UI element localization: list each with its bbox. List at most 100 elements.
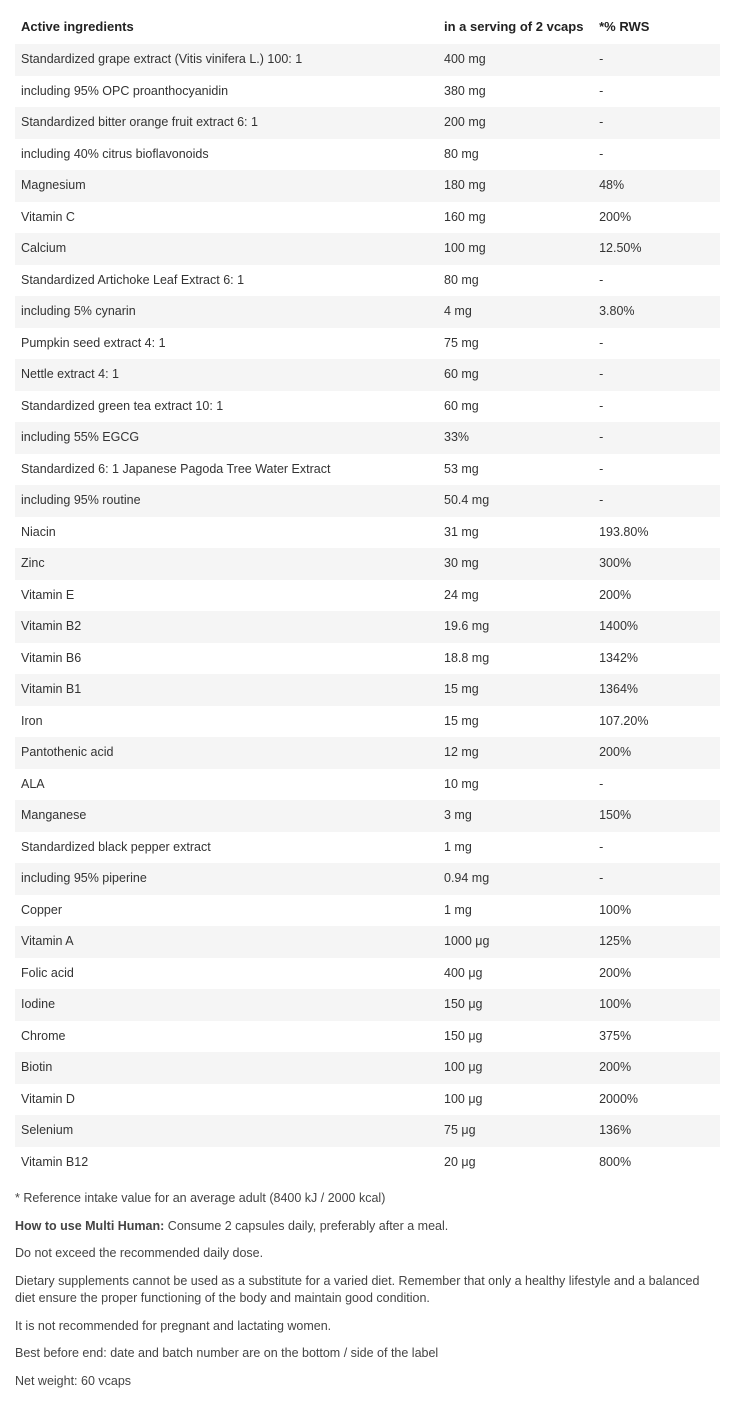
net-weight: Net weight: 60 vcaps [15,1373,720,1391]
table-row: Zinc30 mg300% [15,548,720,580]
ingredient-serving: 15 mg [438,674,593,706]
ingredient-rws: 200% [593,202,720,234]
ingredient-name: Folic acid [15,958,438,990]
ingredient-serving: 60 mg [438,359,593,391]
table-row: Standardized bitter orange fruit extract… [15,107,720,139]
table-row: including 95% piperine0.94 mg- [15,863,720,895]
ingredient-name: Vitamin C [15,202,438,234]
table-row: Nettle extract 4: 160 mg- [15,359,720,391]
table-row: including 40% citrus bioflavonoids80 mg- [15,139,720,171]
ingredient-rws: - [593,391,720,423]
reference-footnote: * Reference intake value for an average … [15,1190,720,1208]
dose-warning: Do not exceed the recommended daily dose… [15,1245,720,1263]
ingredient-name: Vitamin B12 [15,1147,438,1179]
ingredient-rws: 1400% [593,611,720,643]
ingredient-rws: - [593,359,720,391]
ingredient-serving: 75 mg [438,328,593,360]
ingredient-name: Magnesium [15,170,438,202]
ingredient-name: Standardized Artichoke Leaf Extract 6: 1 [15,265,438,297]
table-row: Standardized Artichoke Leaf Extract 6: 1… [15,265,720,297]
ingredient-name: including 95% piperine [15,863,438,895]
ingredient-serving: 180 mg [438,170,593,202]
ingredient-rws: - [593,139,720,171]
ingredient-serving: 3 mg [438,800,593,832]
ingredient-serving: 80 mg [438,139,593,171]
ingredient-name: including 55% EGCG [15,422,438,454]
table-row: Manganese3 mg150% [15,800,720,832]
ingredient-serving: 80 mg [438,265,593,297]
ingredient-serving: 10 mg [438,769,593,801]
ingredient-serving: 150 μg [438,989,593,1021]
ingredients-table: Active ingredients in a serving of 2 vca… [15,10,720,1178]
ingredient-name: Niacin [15,517,438,549]
ingredient-rws: - [593,769,720,801]
how-to-use: How to use Multi Human: Consume 2 capsul… [15,1218,720,1236]
table-row: including 95% OPC proanthocyanidin380 mg… [15,76,720,108]
ingredient-name: Standardized 6: 1 Japanese Pagoda Tree W… [15,454,438,486]
table-row: Copper1 mg100% [15,895,720,927]
ingredient-name: Standardized bitter orange fruit extract… [15,107,438,139]
ingredient-name: Copper [15,895,438,927]
ingredient-name: Vitamin A [15,926,438,958]
ingredient-rws: - [593,107,720,139]
ingredient-rws: 48% [593,170,720,202]
ingredient-serving: 20 μg [438,1147,593,1179]
table-row: Iron15 mg107.20% [15,706,720,738]
table-row: including 5% cynarin4 mg3.80% [15,296,720,328]
ingredient-rws: - [593,76,720,108]
ingredient-rws: 150% [593,800,720,832]
table-row: Standardized 6: 1 Japanese Pagoda Tree W… [15,454,720,486]
ingredient-serving: 1 mg [438,895,593,927]
table-row: Selenium75 μg136% [15,1115,720,1147]
ingredient-serving: 4 mg [438,296,593,328]
ingredient-name: Selenium [15,1115,438,1147]
ingredient-rws: 200% [593,1052,720,1084]
table-row: Standardized green tea extract 10: 160 m… [15,391,720,423]
table-row: Pumpkin seed extract 4: 175 mg- [15,328,720,360]
table-row: Standardized black pepper extract1 mg- [15,832,720,864]
table-row: Vitamin C160 mg200% [15,202,720,234]
ingredient-rws: 125% [593,926,720,958]
table-row: including 55% EGCG33%- [15,422,720,454]
ingredient-rws: - [593,485,720,517]
table-row: Vitamin B115 mg1364% [15,674,720,706]
table-row: Standardized grape extract (Vitis vinife… [15,44,720,76]
ingredient-name: Zinc [15,548,438,580]
ingredient-name: Vitamin E [15,580,438,612]
table-row: Vitamin B219.6 mg1400% [15,611,720,643]
ingredient-name: including 40% citrus bioflavonoids [15,139,438,171]
ingredient-rws: 100% [593,989,720,1021]
ingredient-name: Standardized grape extract (Vitis vinife… [15,44,438,76]
ingredient-name: Pumpkin seed extract 4: 1 [15,328,438,360]
ingredient-serving: 100 mg [438,233,593,265]
ingredient-serving: 60 mg [438,391,593,423]
ingredient-name: Chrome [15,1021,438,1053]
pregnancy-warning: It is not recommended for pregnant and l… [15,1318,720,1336]
ingredient-serving: 100 μg [438,1052,593,1084]
ingredient-serving: 1000 μg [438,926,593,958]
ingredient-name: Biotin [15,1052,438,1084]
ingredient-serving: 150 μg [438,1021,593,1053]
ingredient-serving: 12 mg [438,737,593,769]
ingredient-name: Vitamin B1 [15,674,438,706]
table-row: Chrome150 μg375% [15,1021,720,1053]
table-header-row: Active ingredients in a serving of 2 vca… [15,10,720,44]
ingredient-rws: 107.20% [593,706,720,738]
table-row: Vitamin B1220 μg800% [15,1147,720,1179]
ingredient-serving: 75 μg [438,1115,593,1147]
ingredient-rws: 2000% [593,1084,720,1116]
ingredient-rws: 1364% [593,674,720,706]
ingredient-rws: - [593,832,720,864]
ingredient-name: including 95% routine [15,485,438,517]
ingredient-serving: 53 mg [438,454,593,486]
ingredient-name: Standardized black pepper extract [15,832,438,864]
table-row: Vitamin E24 mg200% [15,580,720,612]
ingredient-rws: 193.80% [593,517,720,549]
table-row: Folic acid400 μg200% [15,958,720,990]
ingredient-serving: 18.8 mg [438,643,593,675]
ingredient-name: including 95% OPC proanthocyanidin [15,76,438,108]
ingredient-serving: 24 mg [438,580,593,612]
ingredient-rws: 800% [593,1147,720,1179]
ingredient-name: including 5% cynarin [15,296,438,328]
ingredient-name: Manganese [15,800,438,832]
